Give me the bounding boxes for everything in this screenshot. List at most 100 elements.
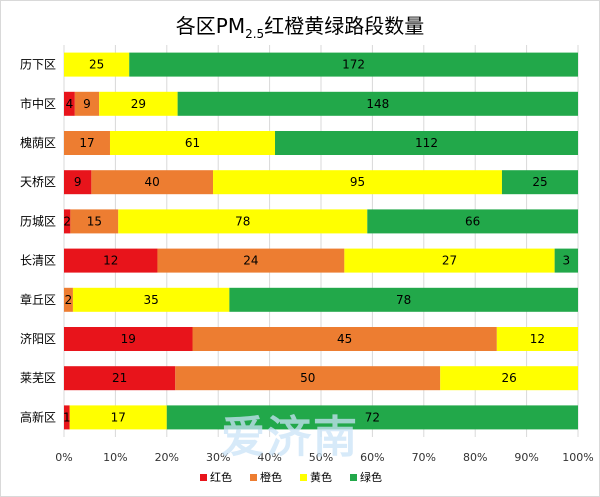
x-tick-label: 50% bbox=[309, 451, 333, 464]
bar-segment bbox=[91, 170, 214, 195]
data-label: 1 bbox=[63, 410, 71, 424]
category-label: 长清区 bbox=[20, 254, 56, 268]
category-label: 高新区 bbox=[20, 409, 56, 424]
data-label: 27 bbox=[442, 254, 457, 268]
data-label: 25 bbox=[532, 175, 547, 189]
data-label: 78 bbox=[235, 214, 250, 228]
legend-label: 橙色 bbox=[260, 470, 282, 484]
legend-swatch bbox=[350, 474, 357, 481]
category-label: 历城区 bbox=[20, 214, 56, 228]
category-label: 济阳区 bbox=[20, 331, 56, 346]
x-tick-label: 100% bbox=[562, 451, 593, 464]
bar-segment bbox=[64, 287, 73, 312]
data-label: 19 bbox=[121, 332, 136, 346]
legend-swatch bbox=[250, 474, 257, 481]
bar-segment bbox=[64, 52, 130, 77]
data-label: 9 bbox=[74, 175, 82, 189]
legend-label: 红色 bbox=[210, 470, 232, 484]
data-label: 2 bbox=[63, 214, 71, 228]
bar-segment bbox=[192, 327, 497, 351]
data-label: 17 bbox=[79, 136, 94, 150]
bar-segment bbox=[69, 405, 167, 430]
data-label: 50 bbox=[300, 371, 315, 385]
data-label: 29 bbox=[131, 97, 146, 111]
bar-segment bbox=[496, 327, 578, 351]
bar-segment bbox=[501, 170, 578, 195]
data-label: 40 bbox=[145, 175, 160, 189]
data-label: 21 bbox=[112, 371, 127, 385]
data-label: 45 bbox=[337, 332, 352, 346]
data-label: 2 bbox=[65, 293, 73, 307]
data-label: 172 bbox=[342, 58, 365, 72]
data-label: 4 bbox=[66, 97, 74, 111]
bar-segment bbox=[64, 366, 176, 391]
bar-segment bbox=[554, 248, 578, 273]
bar-segment bbox=[175, 366, 441, 391]
data-label: 9 bbox=[83, 97, 91, 111]
bar-segment bbox=[177, 91, 579, 116]
legend: 红色 橙色 黄色 绿色 bbox=[200, 470, 382, 484]
x-tick-label: 40% bbox=[257, 451, 281, 464]
data-label: 24 bbox=[243, 254, 258, 268]
data-label: 25 bbox=[89, 58, 104, 72]
bar-segment bbox=[440, 366, 578, 391]
value-axis: 0% 10% 20% 30% 40% 50% 60% 70% 80% 90% 100% bbox=[55, 451, 593, 464]
bar-segment bbox=[157, 248, 345, 273]
data-label: 61 bbox=[185, 136, 200, 150]
data-label: 72 bbox=[365, 410, 380, 424]
x-tick-label: 80% bbox=[463, 451, 487, 464]
bar-segment bbox=[64, 209, 71, 234]
legend-swatch bbox=[300, 474, 307, 481]
category-label: 市中区 bbox=[20, 96, 56, 111]
bar-segment bbox=[64, 91, 75, 116]
bar-segment bbox=[213, 170, 502, 195]
bar-segment bbox=[367, 209, 578, 234]
bar-segment bbox=[64, 131, 110, 155]
bar-segment bbox=[64, 170, 92, 195]
data-label: 95 bbox=[350, 175, 365, 189]
bar-segment bbox=[166, 405, 579, 430]
bars bbox=[64, 52, 579, 430]
bar-segment bbox=[64, 405, 70, 430]
data-label: 66 bbox=[465, 214, 480, 228]
data-label: 15 bbox=[87, 214, 102, 228]
bar-segment bbox=[74, 91, 100, 116]
chart-title: 各区PM2.5红橙黄绿路段数量 bbox=[176, 14, 424, 41]
legend-label: 绿色 bbox=[360, 470, 382, 484]
bar-segment bbox=[129, 52, 578, 77]
bar-segment bbox=[229, 287, 579, 312]
bar-segment bbox=[275, 131, 578, 155]
data-label: 12 bbox=[530, 332, 545, 346]
bar-segment bbox=[72, 287, 230, 312]
data-label: 112 bbox=[415, 136, 438, 150]
data-label: 17 bbox=[111, 410, 126, 424]
bar-segment bbox=[109, 131, 276, 155]
category-label: 莱芜区 bbox=[20, 371, 56, 385]
data-label: 26 bbox=[501, 371, 516, 385]
x-tick-label: 60% bbox=[360, 451, 384, 464]
x-tick-label: 20% bbox=[155, 451, 179, 464]
x-tick-label: 30% bbox=[206, 451, 230, 464]
legend-label: 黄色 bbox=[310, 470, 332, 484]
bar-segment bbox=[64, 248, 158, 273]
data-label: 12 bbox=[103, 254, 118, 268]
data-label: 35 bbox=[144, 293, 159, 307]
bar-segment bbox=[118, 209, 368, 234]
data-label: 78 bbox=[396, 293, 411, 307]
bar-segment bbox=[70, 209, 119, 234]
legend-swatch bbox=[200, 474, 207, 481]
data-label: 3 bbox=[562, 254, 570, 268]
category-label: 历下区 bbox=[20, 58, 56, 72]
data-label: 148 bbox=[366, 97, 389, 111]
category-label: 天桥区 bbox=[20, 175, 56, 189]
x-tick-label: 10% bbox=[103, 451, 127, 464]
watermark-logo: 爱济南 bbox=[221, 412, 359, 463]
bar-segment bbox=[99, 91, 178, 116]
category-label: 槐荫区 bbox=[20, 135, 56, 150]
x-tick-label: 90% bbox=[514, 451, 538, 464]
bar-segment bbox=[64, 327, 193, 351]
x-tick-label: 70% bbox=[412, 451, 436, 464]
